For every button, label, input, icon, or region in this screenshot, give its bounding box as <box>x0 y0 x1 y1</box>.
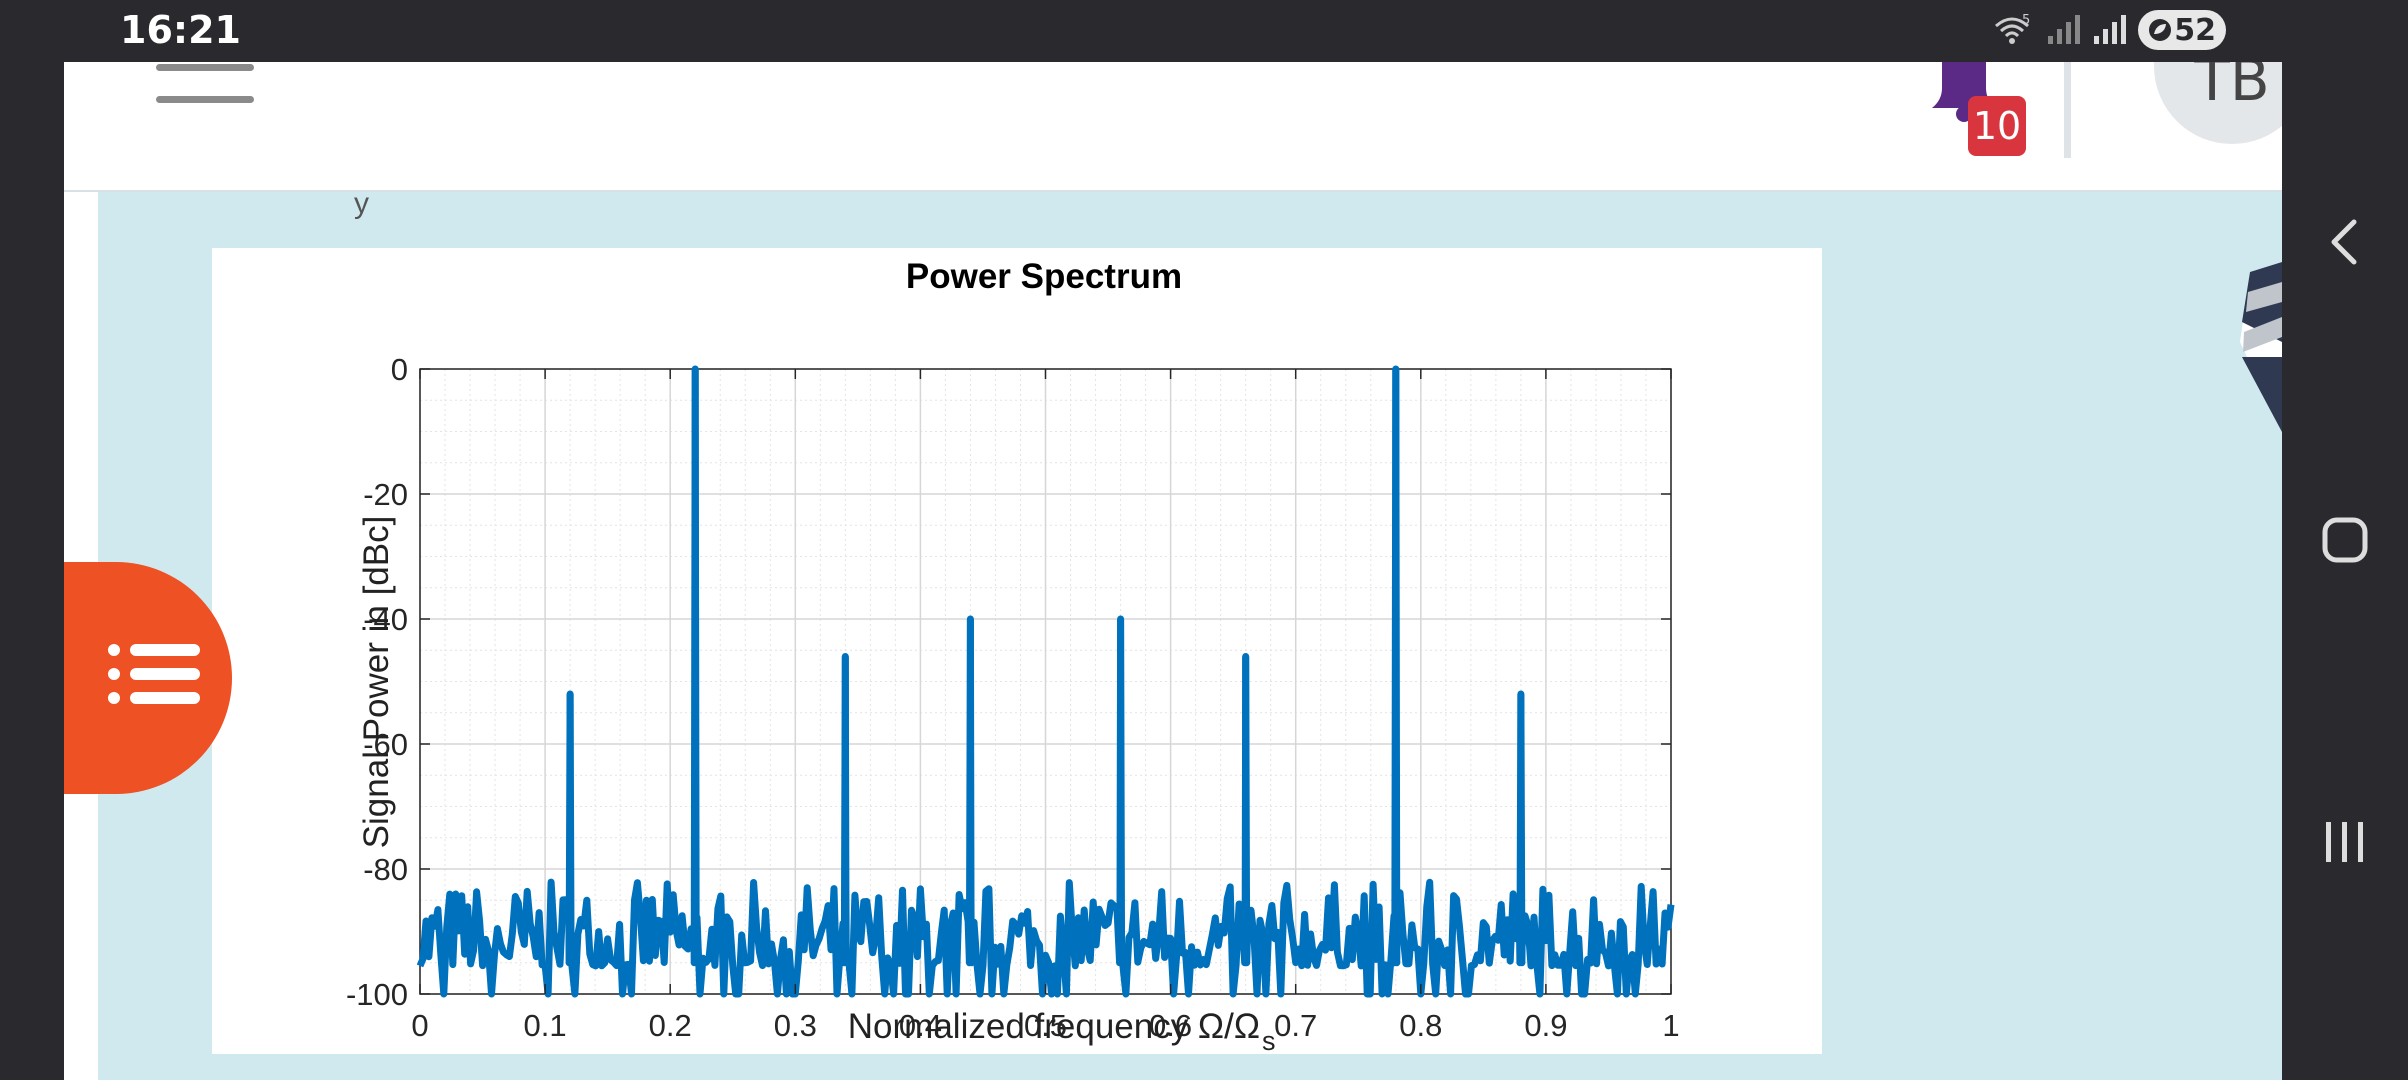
y-tick-label: 0 <box>391 352 408 387</box>
y-tick-label: -60 <box>363 727 408 762</box>
x-tick-label: 0.8 <box>1399 1008 1442 1043</box>
chart-ylabel: Signal Power in [dBc] <box>357 516 396 849</box>
partial-text: y <box>354 187 369 220</box>
tie-graphic <box>2240 262 2282 432</box>
chart-peaks <box>566 369 1525 963</box>
app-frame: 10 TB y 0 0.1 0.2 0.3 0.4 0.5 0.6 0.7 0.8 0.9 1 0 -2… <box>64 62 2282 1080</box>
x-tick-label: 0.5 <box>1024 1008 1067 1043</box>
toc-button[interactable] <box>64 562 232 794</box>
x-tick-label: 0.7 <box>1274 1008 1317 1043</box>
app-header: 10 TB <box>64 62 2282 192</box>
signal-icon <box>2048 15 2081 44</box>
chart-xlabel: Normalized frequency Ω/Ω <box>848 1007 1260 1046</box>
battery-icon: 52 <box>2138 10 2226 50</box>
spectrum-series-line <box>416 365 1675 998</box>
signal-icon <box>2094 15 2127 44</box>
figure-card: 0 0.1 0.2 0.3 0.4 0.5 0.6 0.7 0.8 0.9 1 0 -20 -40 -60 -… <box>212 248 1822 1056</box>
power-spectrum-chart: 0 0.1 0.2 0.3 0.4 0.5 0.6 0.7 0.8 0.9 1 0 -20 -40 -60 -… <box>346 257 1680 1056</box>
y-tick-label: -20 <box>363 477 408 512</box>
wifi-icon: 5 <box>1995 13 2031 44</box>
svg-text:5: 5 <box>2022 13 2030 28</box>
navigation-bar <box>2282 62 2408 1080</box>
x-tick-label: 0 <box>411 1008 428 1043</box>
x-tick-label: 0.2 <box>649 1008 692 1043</box>
status-time: 16:21 <box>120 8 241 52</box>
x-tick-label: 0.3 <box>774 1008 817 1043</box>
y-tick-label: -80 <box>363 852 408 887</box>
status-icons: 5 52 <box>1992 10 2226 50</box>
list-icon <box>108 644 200 704</box>
back-icon[interactable] <box>2282 192 2408 292</box>
hamburger-icon[interactable] <box>156 62 256 110</box>
chart-ticks: 0 0.1 0.2 0.3 0.4 0.5 0.6 0.7 0.8 0.9 1 0 -20 -40 -60 -… <box>346 352 1680 1043</box>
y-tick-label: -40 <box>363 602 408 637</box>
chart-grid <box>419 368 1672 995</box>
chart-title: Power Spectrum <box>906 257 1182 296</box>
y-tick-label: -100 <box>346 977 408 1012</box>
user-avatar[interactable]: TB <box>2154 62 2282 144</box>
chart-xlabel-subscript: s <box>1262 1026 1276 1054</box>
x-tick-label: 0.4 <box>899 1008 942 1043</box>
x-tick-label: 0.9 <box>1524 1008 1567 1043</box>
x-tick-label: 0.1 <box>524 1008 567 1043</box>
header-divider <box>2064 62 2071 158</box>
x-tick-label: 0.6 <box>1149 1008 1192 1043</box>
leaf-icon <box>2149 19 2172 41</box>
recents-icon[interactable] <box>2282 792 2408 892</box>
home-icon[interactable] <box>2282 490 2408 590</box>
notification-count-badge[interactable]: 10 <box>1968 96 2026 156</box>
battery-level: 52 <box>2174 12 2216 48</box>
status-bar: 16:21 5 52 <box>0 0 2408 62</box>
x-tick-label: 1 <box>1662 1008 1679 1043</box>
